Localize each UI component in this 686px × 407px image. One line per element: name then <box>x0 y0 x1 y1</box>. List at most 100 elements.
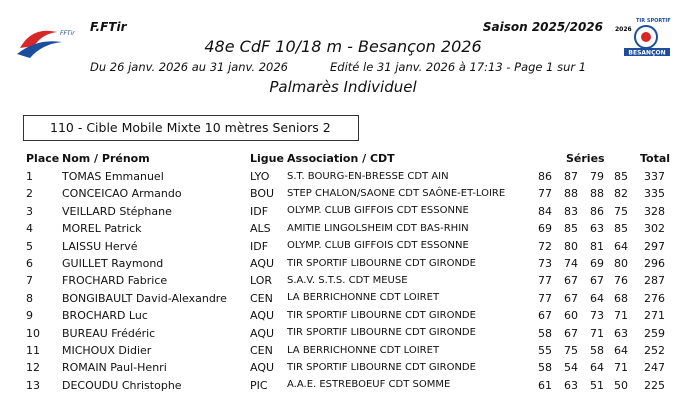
logo-swoosh <box>20 30 57 48</box>
place: 8 <box>26 291 33 305</box>
series-score: 74 <box>564 257 578 270</box>
logo-text: FFTir <box>60 30 75 37</box>
series-score: 87 <box>564 170 578 183</box>
name: BROCHARD Luc <box>62 309 148 323</box>
place: 7 <box>26 274 33 288</box>
name: LAISSU Hervé <box>62 239 138 253</box>
place: 1 <box>26 170 33 183</box>
logo-right: 2026 TIR SPORTIF BESANÇON <box>615 18 671 57</box>
club: LA BERRICHONNE CDT LOIRET <box>287 344 440 356</box>
total: 296 <box>644 257 665 270</box>
name: ROMAIN Paul-Henri <box>62 361 167 375</box>
place: 10 <box>26 326 40 340</box>
org-name: F.FTir <box>90 20 127 34</box>
name: VEILLARD Stéphane <box>62 204 172 218</box>
club: TIR SPORTIF LIBOURNE CDT GIRONDE <box>287 257 476 269</box>
series-score: 50 <box>614 378 628 392</box>
club: STEP CHALON/SAONE CDT SAÔNE-ET-LOIRE <box>287 187 506 199</box>
name: GUILLET Raymond <box>62 257 164 270</box>
place: 4 <box>26 222 33 236</box>
title: 48e CdF 10/18 m - Besançon 2026 <box>204 37 482 56</box>
series-score: 85 <box>614 170 628 183</box>
league: IDF <box>250 239 269 253</box>
subtitle: Palmarès Individuel <box>269 78 417 96</box>
series-score: 71 <box>590 326 604 340</box>
place: 6 <box>26 257 33 270</box>
club: S.T. BOURG-EN-BRESSE CDT AIN <box>287 170 449 182</box>
place: 11 <box>26 344 40 357</box>
series-score: 64 <box>590 361 604 375</box>
series-score: 85 <box>564 222 578 236</box>
series-score: 71 <box>614 361 628 375</box>
club: LA BERRICHONNE CDT LOIRET <box>287 292 440 304</box>
league: PIC <box>250 378 268 392</box>
league: ALS <box>250 222 271 236</box>
place: 12 <box>26 361 40 375</box>
column-header: Séries <box>566 152 605 165</box>
series-score: 67 <box>564 326 578 340</box>
club: A.A.E. ESTREBOEUF CDT SOMME <box>287 379 451 391</box>
club: TIR SPORTIF LIBOURNE CDT GIRONDE <box>287 361 476 373</box>
name: MOREL Patrick <box>62 222 142 236</box>
league: CEN <box>250 344 273 357</box>
series-score: 88 <box>590 187 604 201</box>
series-score: 71 <box>614 309 628 323</box>
league: LOR <box>250 274 273 288</box>
series-score: 77 <box>538 187 552 201</box>
place: 5 <box>26 239 33 253</box>
club: TIR SPORTIF LIBOURNE CDT GIRONDE <box>287 327 476 339</box>
series-score: 64 <box>614 344 628 357</box>
total: 252 <box>644 344 665 357</box>
series-score: 63 <box>614 326 628 340</box>
name: DECOUDU Christophe <box>62 378 182 392</box>
club: OLYMP. CLUB GIFFOIS CDT ESSONNE <box>287 205 469 217</box>
series-score: 81 <box>590 239 604 253</box>
logo-swoosh <box>17 41 62 58</box>
series-score: 64 <box>614 239 628 253</box>
total: 328 <box>644 204 665 218</box>
place: 9 <box>26 309 33 323</box>
series-score: 64 <box>590 291 604 305</box>
series-score: 82 <box>614 187 628 201</box>
league: CEN <box>250 291 273 305</box>
dates: Du 26 janv. 2026 au 31 janv. 2026 <box>90 60 288 74</box>
series-score: 67 <box>564 274 578 288</box>
total: 302 <box>644 222 665 236</box>
series-score: 73 <box>538 257 552 270</box>
series-score: 63 <box>564 378 578 392</box>
series-score: 80 <box>614 257 628 270</box>
total: 271 <box>644 309 665 323</box>
series-score: 86 <box>538 170 552 183</box>
column-header: Ligue <box>250 152 284 165</box>
series-score: 69 <box>590 257 604 270</box>
club: TIR SPORTIF LIBOURNE CDT GIRONDE <box>287 309 476 321</box>
series-score: 86 <box>590 204 604 218</box>
series-score: 61 <box>538 378 552 392</box>
series-score: 85 <box>614 222 628 236</box>
series-score: 67 <box>590 274 604 288</box>
edited: Edité le 31 janv. 2026 à 17:13 - Page 1 … <box>330 60 587 74</box>
series-score: 58 <box>590 344 604 357</box>
category-box: 110 - Cible Mobile Mixte 10 mètres Senio… <box>23 115 359 141</box>
series-score: 58 <box>538 361 552 375</box>
name: MICHOUX Didier <box>62 344 152 357</box>
logo-band <box>624 48 670 56</box>
series-score: 54 <box>564 361 578 375</box>
series-score: 77 <box>538 274 552 288</box>
total: 337 <box>644 170 665 183</box>
column-header: Association / CDT <box>287 152 395 165</box>
name: TOMAS Emmanuel <box>62 170 164 183</box>
series-score: 67 <box>564 291 578 305</box>
series-score: 84 <box>538 204 552 218</box>
name: BUREAU Frédéric <box>62 326 156 340</box>
logo-left: FFTir <box>17 30 75 58</box>
series-score: 88 <box>564 187 578 201</box>
club: S.A.V. S.T.S. CDT MEUSE <box>287 274 408 286</box>
series-score: 77 <box>538 291 552 305</box>
league: LYO <box>250 170 270 183</box>
club: AMITIE LINGOLSHEIM CDT BAS-RHIN <box>287 222 469 234</box>
logo-top: TIR SPORTIF <box>636 18 671 24</box>
series-score: 75 <box>564 344 578 357</box>
series-score: 51 <box>590 378 604 392</box>
